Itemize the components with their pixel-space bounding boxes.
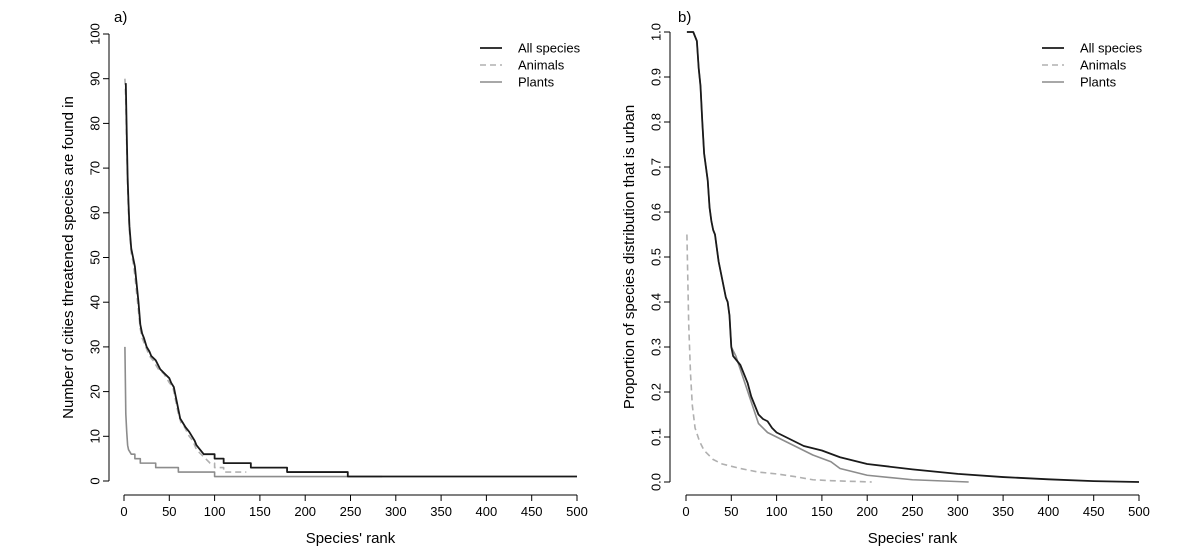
x-tick-label: 100 bbox=[204, 504, 226, 519]
y-tick-label: 100 bbox=[87, 23, 102, 45]
series-line-plants bbox=[124, 346, 383, 478]
y-tick-label: 80 bbox=[87, 116, 102, 130]
series-line-animals bbox=[686, 234, 872, 483]
legend-label: All species bbox=[1080, 41, 1143, 56]
x-tick-label: 100 bbox=[766, 504, 788, 519]
y-tick-label: 0.1 bbox=[648, 428, 663, 446]
series-line-all-species bbox=[686, 31, 1140, 483]
x-tick-label: 300 bbox=[385, 504, 407, 519]
y-axis-title: Number of cities threatened species are … bbox=[60, 96, 77, 419]
series-line-all-species bbox=[124, 83, 577, 478]
legend-label: Plants bbox=[518, 75, 555, 90]
x-tick-label: 250 bbox=[902, 504, 924, 519]
x-tick-label: 250 bbox=[340, 504, 362, 519]
x-tick-label: 350 bbox=[430, 504, 452, 519]
panel-b: 0 50 100 150 200 250 300 350 400 450 500 0.0 0.1 0.2 0… bbox=[621, 9, 1150, 547]
y-tick-label: 1.0 bbox=[648, 23, 663, 41]
series-line-animals bbox=[124, 78, 247, 473]
y-tick-label: 90 bbox=[87, 71, 102, 85]
y-tick-label: 60 bbox=[87, 206, 102, 220]
x-tick-label: 450 bbox=[521, 504, 543, 519]
x-tick-label: 400 bbox=[476, 504, 498, 519]
x-tick-label: 400 bbox=[1038, 504, 1060, 519]
y-tick-label: 0.9 bbox=[648, 68, 663, 86]
legend-label: Animals bbox=[1080, 58, 1127, 73]
x-axis-title: Species' rank bbox=[306, 530, 396, 547]
y-tick-label: 0.4 bbox=[648, 293, 663, 311]
y-tick-label: 50 bbox=[87, 250, 102, 264]
x-tick-label: 150 bbox=[811, 504, 833, 519]
series-line-plants bbox=[686, 31, 969, 483]
y-tick-label: 0 bbox=[87, 477, 102, 484]
y-tick-label: 70 bbox=[87, 161, 102, 175]
x-tick-label: 150 bbox=[249, 504, 271, 519]
y-tick-label: 40 bbox=[87, 295, 102, 309]
legend-label: All species bbox=[518, 41, 581, 56]
x-tick-label: 300 bbox=[947, 504, 969, 519]
panel-label: b) bbox=[678, 9, 691, 26]
x-tick-label: 50 bbox=[724, 504, 738, 519]
x-tick-label: 450 bbox=[1083, 504, 1105, 519]
y-tick-label: 0.6 bbox=[648, 203, 663, 221]
x-tick-label: 50 bbox=[162, 504, 176, 519]
x-axis-title: Species' rank bbox=[868, 530, 958, 547]
legend-label: Plants bbox=[1080, 75, 1117, 90]
panel-a: 0 50 100 150 200 250 300 350 400 450 500 0 10 20 30 40 5… bbox=[60, 9, 588, 547]
x-tick-label: 200 bbox=[294, 504, 316, 519]
y-tick-label: 0.2 bbox=[648, 383, 663, 401]
y-tick-label: 0.3 bbox=[648, 338, 663, 356]
y-tick-label: 30 bbox=[87, 340, 102, 354]
y-tick-label: 20 bbox=[87, 384, 102, 398]
y-tick-label: 0.0 bbox=[648, 473, 663, 491]
y-tick-label: 0.5 bbox=[648, 248, 663, 266]
y-tick-label: 0.8 bbox=[648, 113, 663, 131]
panel-label: a) bbox=[114, 9, 127, 26]
x-tick-label: 500 bbox=[1128, 504, 1150, 519]
x-tick-label: 500 bbox=[566, 504, 588, 519]
y-axis-title: Proportion of species distribution that … bbox=[621, 105, 638, 409]
y-tick-label: 0.7 bbox=[648, 158, 663, 176]
x-tick-label: 350 bbox=[992, 504, 1014, 519]
legend-label: Animals bbox=[518, 58, 565, 73]
y-tick-label: 10 bbox=[87, 429, 102, 443]
x-tick-label: 0 bbox=[682, 504, 689, 519]
x-tick-label: 0 bbox=[120, 504, 127, 519]
x-tick-label: 200 bbox=[856, 504, 878, 519]
